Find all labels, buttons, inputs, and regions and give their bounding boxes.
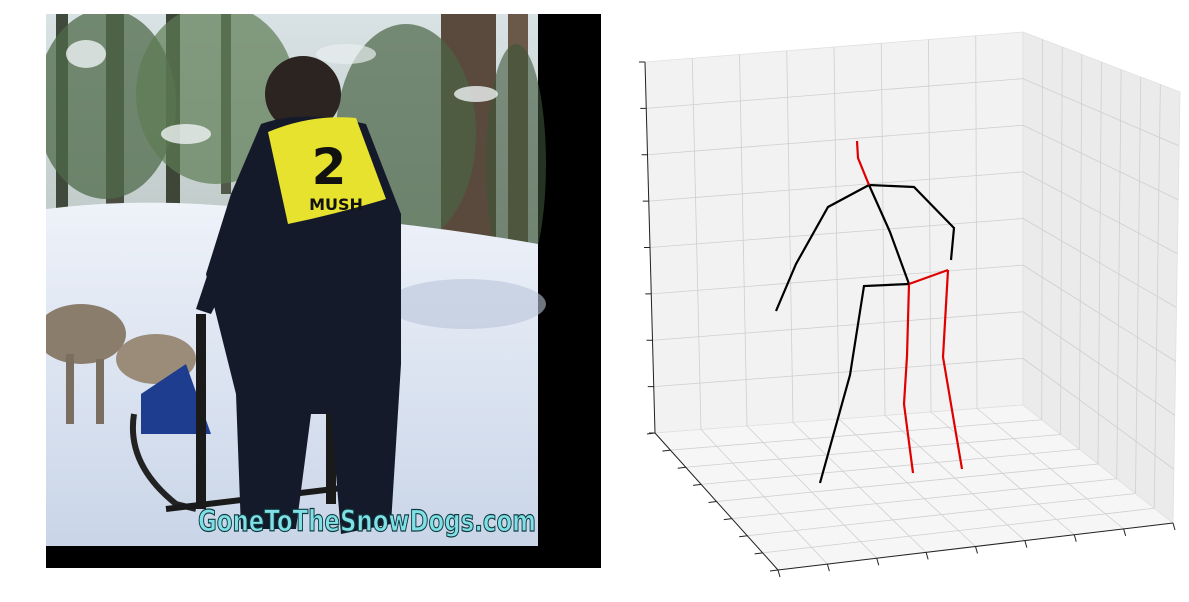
back-pane-gridline-h bbox=[651, 264, 1024, 295]
x-axis-tick bbox=[708, 501, 717, 503]
floor-gridline-b bbox=[685, 434, 1061, 468]
back-pane-gridline-h bbox=[653, 357, 1024, 388]
y-axis-tick bbox=[975, 546, 978, 554]
bib-text: MUSH bbox=[309, 195, 363, 214]
y-axis-tick bbox=[1123, 528, 1127, 537]
x-axis-line bbox=[654, 432, 779, 571]
back-pane-gridline-h bbox=[652, 311, 1024, 341]
x-axis-tick bbox=[739, 535, 748, 538]
right-arm bbox=[774, 184, 870, 312]
x-axis-tick bbox=[646, 432, 656, 435]
pose-3d-plot bbox=[620, 20, 1189, 590]
side-pane-gridline-h bbox=[1022, 171, 1178, 254]
spine bbox=[867, 184, 911, 285]
hip-right bbox=[908, 268, 949, 286]
back-pane-gridline-h bbox=[647, 124, 1024, 156]
skeleton bbox=[774, 140, 964, 484]
y-axis-tick bbox=[777, 569, 781, 578]
z-axis-line bbox=[644, 61, 656, 434]
side-pane-gridline-h bbox=[1022, 218, 1177, 308]
watermark-text: GoneToTheSnowDogs.com bbox=[198, 504, 536, 538]
photo-image: 2 MUSH GoneToTheSnowDogs.com bbox=[46, 14, 546, 547]
right-leg-red bbox=[941, 269, 964, 470]
floor-gridline-b bbox=[716, 463, 1099, 502]
left-leg bbox=[902, 283, 915, 474]
floor-gridline-b bbox=[731, 478, 1117, 520]
axis-lines bbox=[644, 61, 1174, 571]
x-axis-tick bbox=[693, 483, 702, 486]
x-axis-tick bbox=[662, 449, 671, 452]
floor-gridline-b bbox=[701, 448, 1080, 485]
x-axis-tick bbox=[754, 552, 763, 555]
axis-panes bbox=[644, 31, 1181, 571]
side-pane-gridline-h bbox=[1022, 358, 1175, 470]
side-pane-gridline-h bbox=[1022, 311, 1175, 416]
neck-head bbox=[855, 140, 871, 186]
side-pane-gridline-h bbox=[1022, 78, 1180, 147]
y-axis-tick bbox=[826, 563, 830, 572]
y-axis-tick bbox=[925, 552, 929, 560]
side-pane-gridline-h bbox=[1022, 124, 1179, 201]
y-axis-tick bbox=[876, 558, 880, 566]
bib-number: 2 bbox=[312, 138, 347, 196]
back-pane-gridline-h bbox=[648, 171, 1024, 202]
floor-gridline-b bbox=[762, 507, 1155, 554]
side-pane-gridline-h bbox=[1022, 264, 1176, 362]
left-arm bbox=[868, 183, 956, 261]
y-axis-line bbox=[777, 522, 1174, 571]
y-axis-tick bbox=[1172, 522, 1176, 531]
musher bbox=[196, 56, 401, 534]
x-axis-tick bbox=[677, 466, 686, 469]
race-bib: 2 MUSH bbox=[268, 117, 386, 224]
back-pane-gridline-h bbox=[646, 78, 1024, 109]
floor-gridline-b bbox=[670, 419, 1042, 451]
pose-3d-svg bbox=[639, 31, 1181, 578]
right-leg bbox=[818, 282, 910, 484]
grid-lines bbox=[646, 35, 1180, 565]
photo-panel: 2 MUSH GoneToTheSnowDogs.com bbox=[46, 14, 601, 568]
y-axis-tick bbox=[1024, 540, 1028, 548]
back-pane-gridline-h bbox=[649, 218, 1024, 248]
x-axis-tick bbox=[769, 569, 779, 572]
floor-gridline-b bbox=[747, 493, 1136, 537]
axis-ticks bbox=[639, 61, 1176, 578]
x-axis-tick bbox=[723, 518, 732, 521]
y-axis-tick bbox=[1073, 534, 1077, 542]
